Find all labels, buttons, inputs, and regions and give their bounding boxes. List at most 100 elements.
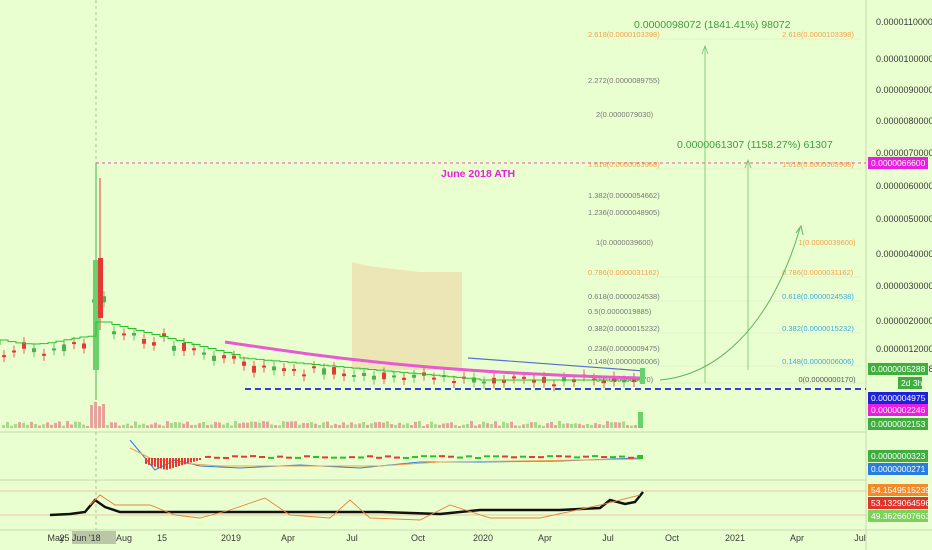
volume-bar — [410, 424, 413, 428]
candle-body — [382, 372, 386, 380]
volume-bar — [242, 422, 245, 428]
volume-bar — [442, 423, 445, 428]
x-axis-label: 2020 — [473, 533, 493, 543]
volume-bar — [282, 421, 285, 428]
macd-hist-bar — [169, 458, 171, 469]
candle-body — [532, 379, 536, 383]
volume-bar — [386, 421, 389, 428]
price-tag: 0.0000002246 — [871, 405, 926, 415]
candle-body — [82, 343, 86, 349]
volume-bar — [6, 422, 9, 428]
candle-body — [242, 361, 246, 366]
fib-label-right: 1(0.0000039600) — [799, 238, 857, 247]
candle-body — [112, 331, 116, 335]
candle-body — [172, 345, 176, 351]
volume-bar — [422, 425, 425, 428]
macd-hist-bar — [286, 456, 292, 459]
volume-bar — [114, 422, 117, 428]
volume-bar — [366, 424, 369, 428]
x-axis-label: Apr — [790, 533, 804, 543]
candle-body — [372, 375, 376, 380]
macd-hist-bar — [145, 458, 147, 464]
volume-bar — [494, 421, 497, 428]
volume-bar — [134, 421, 137, 428]
candle-body — [122, 333, 126, 336]
candle-body — [282, 368, 286, 372]
price-tag-bg — [868, 418, 928, 430]
candle-body — [602, 380, 606, 384]
candle-body — [272, 366, 276, 371]
volume-bar — [42, 424, 45, 428]
fib-label-left: 0.618(0.0000024538) — [588, 292, 660, 301]
price-axis-label: 0.0000020000 — [876, 316, 932, 326]
macd-hist-bar — [199, 458, 201, 460]
volume-bar — [446, 423, 449, 428]
pink-moving-average — [224, 340, 641, 380]
volume-bar — [122, 424, 125, 428]
volume-bar — [274, 425, 277, 428]
candle-body — [292, 368, 296, 371]
price-axis-label: 0.0000012000 — [876, 344, 932, 354]
volume-bar — [158, 424, 161, 428]
volume-bar — [126, 423, 129, 428]
volume-bar — [586, 423, 589, 428]
x-axis-label: Apr — [538, 533, 552, 543]
macd-hist-bar — [304, 455, 310, 458]
volume-bar — [22, 422, 25, 428]
volume-bar — [326, 421, 329, 428]
volume-bar — [510, 421, 513, 428]
macd-hist-bar — [448, 455, 454, 458]
fib-label-left: 2.618(0.0000103398) — [588, 30, 660, 39]
candle-body — [332, 367, 336, 375]
macd-hist-bar — [157, 458, 159, 468]
macd-hist-bar — [205, 455, 211, 458]
fib-label-left: 2(0.0000079030) — [596, 110, 654, 119]
x-axis-label: Aug — [116, 533, 132, 543]
candle-body — [252, 365, 256, 373]
volume-bar — [70, 424, 73, 428]
volume-bar — [554, 425, 557, 428]
price-axis-label: 0.0000080000 — [876, 116, 932, 126]
volume-bar — [434, 424, 437, 428]
volume-bar — [514, 425, 517, 428]
volume-bar — [10, 425, 13, 428]
macd-hist-bar — [154, 458, 156, 467]
step-moving-average — [0, 321, 640, 381]
rsi-tag: 49.3626607663 — [871, 511, 930, 521]
macd-hist-bar — [181, 458, 183, 466]
volume-bar — [538, 424, 541, 428]
volume-bar — [150, 424, 153, 428]
volume-bar — [478, 424, 481, 428]
candle-body — [322, 368, 326, 375]
volume-bar — [390, 424, 393, 428]
candle-body — [312, 366, 316, 369]
volume-bar — [302, 423, 305, 428]
candle-body — [98, 258, 103, 318]
candle-body — [572, 379, 576, 383]
macd-hist-bar — [232, 455, 238, 458]
price-tag: 2d 3h — [901, 378, 923, 388]
volume-bar — [626, 425, 629, 428]
volume-bar — [414, 421, 417, 428]
volume-bar — [162, 425, 165, 428]
macd-hist-bar — [277, 455, 283, 458]
macd-hist-bar — [358, 456, 364, 459]
volume-bar — [470, 421, 473, 428]
volume-bar — [170, 423, 173, 428]
volume-bar — [314, 423, 317, 428]
volume-bar — [522, 424, 525, 428]
rsi-ma-line — [89, 494, 641, 521]
volume-bar — [142, 423, 145, 428]
macd-hist-bar-last — [638, 455, 643, 459]
fib-label-right: 0.786(0.0000031162) — [782, 268, 854, 277]
volume-bar — [550, 422, 553, 428]
macd-hist-bar — [412, 456, 418, 459]
volume-bar — [130, 425, 133, 428]
projection-arrowhead — [795, 224, 804, 236]
macd-hist-bar — [193, 458, 195, 462]
rsi-tag-bg — [868, 484, 928, 496]
volume-bar — [74, 421, 77, 428]
volume-bar — [578, 423, 581, 428]
